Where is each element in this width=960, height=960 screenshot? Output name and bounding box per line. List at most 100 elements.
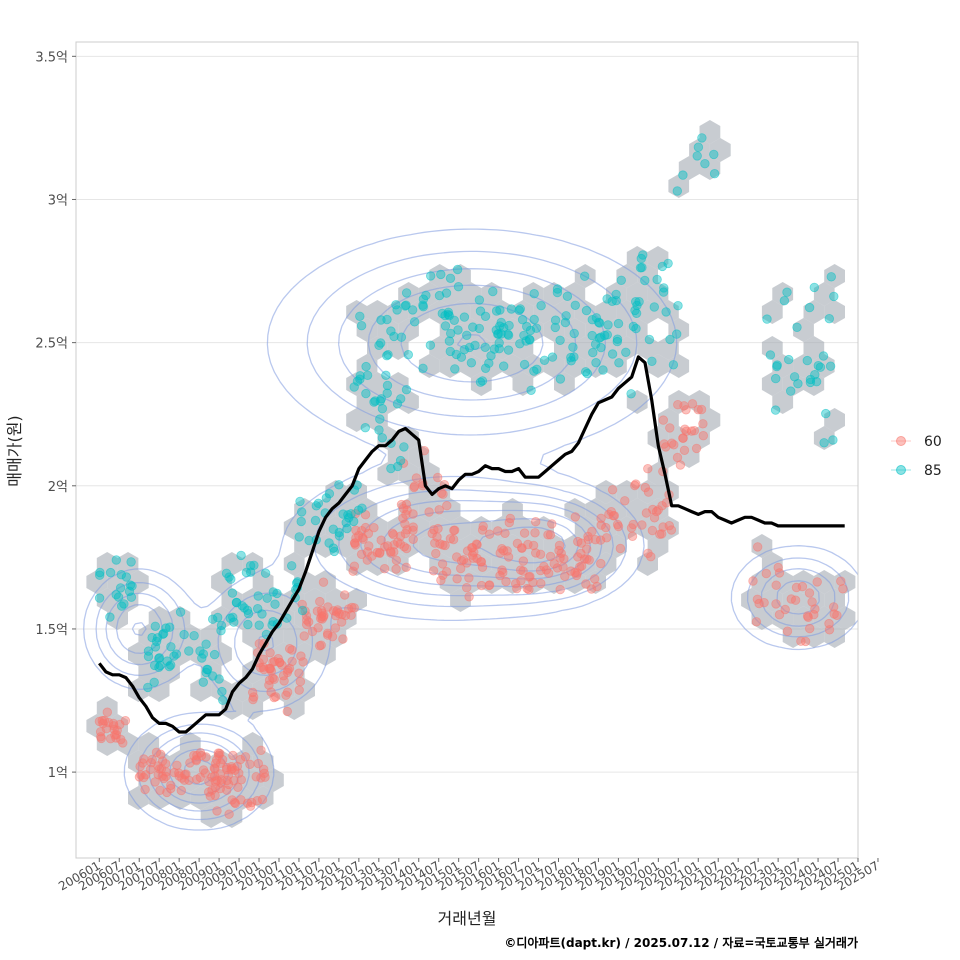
point-60	[142, 771, 151, 780]
point-60	[425, 508, 434, 517]
point-85	[592, 358, 601, 367]
point-85	[489, 287, 498, 296]
point-85	[297, 517, 306, 526]
point-85	[400, 443, 409, 452]
point-60	[546, 531, 555, 540]
point-85	[354, 506, 363, 515]
point-85	[219, 696, 228, 705]
point-60	[805, 589, 814, 598]
point-60	[839, 585, 848, 594]
point-85	[819, 352, 828, 361]
point-85	[362, 362, 371, 371]
point-85	[816, 363, 825, 372]
point-85	[167, 643, 176, 652]
point-60	[485, 581, 494, 590]
point-85	[614, 319, 623, 328]
point-85	[622, 348, 631, 357]
point-60	[504, 553, 513, 562]
point-60	[597, 559, 606, 568]
point-85	[641, 276, 650, 285]
y-axis-title: 매매가(원)	[5, 415, 24, 486]
point-85	[694, 143, 703, 152]
point-60	[525, 585, 534, 594]
point-85	[679, 171, 688, 180]
point-85	[476, 307, 485, 316]
point-60	[667, 526, 676, 535]
point-60	[112, 730, 121, 739]
point-60	[282, 691, 291, 700]
point-85	[454, 282, 463, 291]
point-85	[460, 313, 469, 322]
point-85	[660, 284, 669, 293]
x-axis-ticks: 2006012006072007012007072008012008072009…	[56, 858, 881, 894]
point-85	[648, 357, 657, 366]
point-60	[339, 635, 348, 644]
point-60	[246, 760, 255, 769]
point-60	[170, 768, 179, 777]
point-60	[270, 657, 279, 666]
point-60	[571, 568, 580, 577]
point-85	[603, 295, 612, 304]
point-85	[117, 570, 126, 579]
point-85	[353, 377, 362, 386]
point-60	[196, 748, 205, 757]
point-85	[127, 593, 136, 602]
point-85	[580, 272, 589, 281]
legend-label-60: 60	[924, 434, 942, 450]
point-85	[629, 322, 638, 331]
point-85	[612, 290, 621, 299]
point-85	[361, 423, 370, 432]
point-85	[613, 335, 622, 344]
point-85	[377, 395, 386, 404]
point-85	[786, 387, 795, 396]
point-85	[410, 318, 419, 327]
point-60	[151, 778, 160, 787]
point-85	[342, 518, 351, 527]
point-60	[225, 810, 234, 819]
point-85	[271, 600, 280, 609]
point-60	[699, 420, 708, 429]
point-60	[531, 529, 540, 538]
point-85	[106, 613, 115, 622]
point-85	[116, 584, 125, 593]
point-60	[435, 506, 444, 515]
point-85	[515, 306, 524, 315]
point-85	[295, 533, 304, 542]
point-85	[771, 406, 780, 415]
y-tick-label: 2억	[48, 480, 68, 495]
point-85	[426, 341, 435, 350]
point-60	[449, 535, 458, 544]
point-85	[296, 497, 305, 506]
point-85	[582, 306, 591, 315]
point-60	[548, 520, 557, 529]
point-85	[533, 365, 542, 374]
point-85	[569, 343, 578, 352]
point-85	[453, 265, 462, 274]
point-60	[401, 520, 410, 529]
point-60	[452, 553, 461, 562]
point-85	[701, 159, 710, 168]
point-85	[199, 678, 208, 687]
point-60	[450, 526, 459, 535]
point-60	[792, 583, 801, 592]
point-85	[393, 400, 402, 409]
point-85	[383, 315, 392, 324]
point-85	[445, 337, 454, 346]
point-85	[238, 602, 247, 611]
point-60	[679, 434, 688, 443]
point-85	[556, 375, 565, 384]
point-60	[409, 535, 418, 544]
point-85	[481, 343, 490, 352]
point-85	[537, 301, 546, 310]
point-85	[495, 344, 504, 353]
point-60	[783, 627, 792, 636]
point-85	[518, 315, 527, 324]
point-85	[805, 303, 814, 312]
point-60	[797, 637, 806, 646]
point-85	[811, 370, 820, 379]
point-85	[150, 678, 159, 687]
point-85	[556, 336, 565, 345]
point-60	[257, 774, 266, 783]
point-60	[648, 526, 657, 535]
point-60	[596, 536, 605, 545]
